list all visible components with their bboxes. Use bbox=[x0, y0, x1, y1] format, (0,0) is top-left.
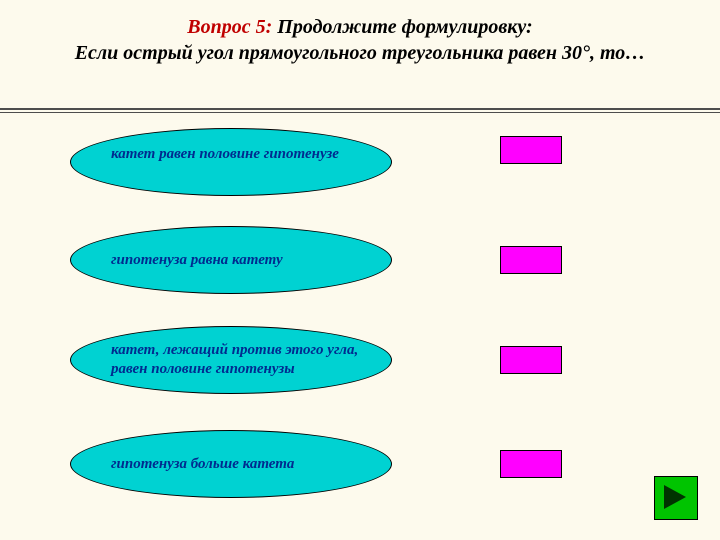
question-prompt-1: Продолжите формулировку: bbox=[272, 16, 532, 38]
result-box-3 bbox=[500, 346, 562, 374]
answer-text: катет равен половине гипотенузе bbox=[111, 145, 363, 164]
question-prompt-2: Если острый угол прямоугольного треуголь… bbox=[75, 42, 646, 64]
divider bbox=[0, 112, 720, 113]
question-title: Вопрос 5: Продолжите формулировку: Если … bbox=[0, 14, 720, 66]
result-box-4 bbox=[500, 450, 562, 478]
answer-option-2[interactable]: гипотенуза равна катету bbox=[70, 226, 392, 294]
answer-text: гипотенуза равна катету bbox=[111, 251, 363, 270]
answer-option-3[interactable]: катет, лежащий против этого угла, равен … bbox=[70, 326, 392, 394]
answer-text: гипотенуза больше катета bbox=[111, 455, 363, 474]
question-number: Вопрос 5: bbox=[187, 16, 272, 38]
result-box-1 bbox=[500, 136, 562, 164]
play-icon bbox=[664, 485, 686, 509]
answer-text: катет, лежащий против этого угла, равен … bbox=[111, 341, 363, 379]
next-button[interactable] bbox=[654, 476, 696, 518]
result-box-2 bbox=[500, 246, 562, 274]
answer-option-4[interactable]: гипотенуза больше катета bbox=[70, 430, 392, 498]
divider bbox=[0, 108, 720, 110]
answer-option-1[interactable]: катет равен половине гипотенузе bbox=[70, 128, 392, 196]
